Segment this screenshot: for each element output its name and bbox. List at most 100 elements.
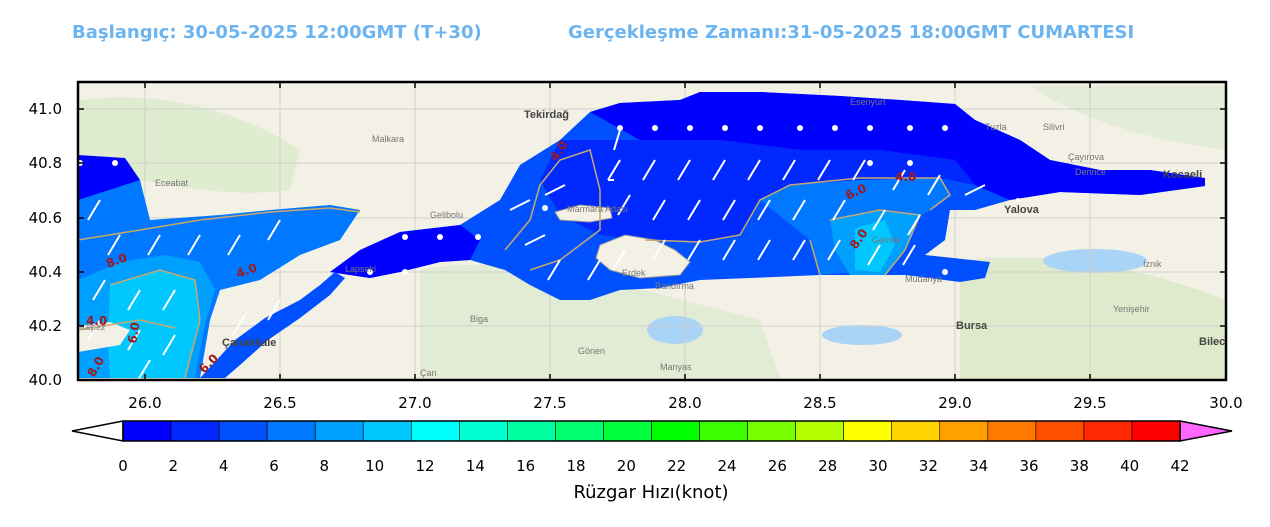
- colorbar-tick-label: 14: [466, 457, 485, 475]
- city-label-bursa: Bursa: [956, 320, 988, 332]
- x-tick-label: 26.5: [263, 394, 296, 412]
- x-tick-label: 26.0: [128, 394, 161, 412]
- y-tick-label: 40.8: [29, 154, 62, 172]
- x-tick-label: 28.5: [803, 394, 836, 412]
- contour-lines: [78, 149, 951, 379]
- y-axis-labels: 41.0 40.8 40.6 40.4 40.2 40.0: [29, 100, 62, 389]
- peninsula-kapidag: [595, 234, 691, 279]
- city-label-iznik: İznik: [1143, 259, 1162, 269]
- city-label-esenyurt: Esenyurt: [850, 97, 886, 107]
- city-label-bilecik: Bilecik: [1199, 336, 1235, 348]
- colorbar-tick-label: 10: [365, 457, 384, 475]
- dardanelles-strait: [200, 272, 345, 378]
- y-tick-label: 40.6: [29, 209, 62, 227]
- colorbar-cell: [987, 420, 1037, 442]
- forecast-valid-time: Gerçekleşme Zamanı:31-05-2025 18:00GMT C…: [568, 22, 1135, 43]
- colorbar-tick-label: 38: [1070, 457, 1089, 475]
- colorbar-tick-label: 30: [868, 457, 887, 475]
- colorbar-tick-label: 26: [768, 457, 787, 475]
- colorbar-tick-label: 20: [617, 457, 636, 475]
- colorbar-cell: [1131, 420, 1181, 442]
- colorbar-cell: [459, 420, 508, 442]
- city-label-erdek: Erdek: [622, 268, 646, 278]
- colorbar-under-arrow: [71, 420, 124, 442]
- x-tick-label: 28.0: [668, 394, 701, 412]
- city-label-silivri: Silivri: [1043, 122, 1065, 132]
- colorbar-title: Rüzgar Hızı(knot): [573, 482, 728, 503]
- map-frame: [76, 80, 1228, 382]
- colorbar-tick-label: 36: [1019, 457, 1038, 475]
- city-label-canakkale: Çanakkale: [222, 337, 276, 349]
- colorbar-cell: [507, 420, 556, 442]
- y-tick-label: 41.0: [29, 100, 62, 118]
- city-label-yalova: Yalova: [1004, 204, 1040, 216]
- city-label-bandirma: Bandırma: [655, 281, 694, 291]
- colorbar-tick-label: 16: [516, 457, 535, 475]
- colorbar-cell: [1035, 420, 1085, 442]
- city-label-tekirdag: Tekirdağ: [524, 109, 569, 121]
- city-label-kocaeli: Kocaeli: [1163, 169, 1202, 181]
- sea-wind-field-2-4kt: [540, 140, 975, 242]
- colorbar-cell: [843, 420, 893, 442]
- island-marmara: [554, 204, 613, 223]
- city-label-can: Çan: [420, 368, 437, 378]
- city-label-malkara: Malkara: [372, 134, 404, 144]
- sea-wind-field-10-12kt-east: [855, 220, 895, 272]
- saros-gulf-wind-field: [78, 155, 140, 200]
- colorbar-cell: [410, 420, 460, 442]
- city-label-eceabat: Eceabat: [155, 178, 189, 188]
- colorbar-tick-label: 34: [969, 457, 988, 475]
- colorbar-cell: [266, 420, 316, 442]
- y-tick-label: 40.2: [29, 317, 62, 335]
- city-label-manyas: Manyas: [660, 362, 692, 372]
- colorbar-tick-label: 8: [320, 457, 330, 475]
- city-label-marmara: Marmara Adası: [567, 204, 628, 214]
- contour-label: 4.0: [895, 170, 916, 184]
- colorbar-tick-label: 22: [667, 457, 686, 475]
- colorbar: 0 2 4 6 8 10 12 14 16 18 20 22 24 26 28 30 32 34 36 38 40 42 …: [71, 420, 1233, 503]
- vegetation-patch: [80, 97, 300, 193]
- colorbar-cell: [699, 420, 748, 442]
- x-axis-labels: 26.0 26.5 27.0 27.5 28.0 28.5 29.0 29.5 …: [128, 394, 1242, 412]
- city-label-tuzla: Tuzla: [985, 122, 1007, 132]
- colorbar-cell: [651, 420, 700, 442]
- city-label-gelibolu: Gelibolu: [430, 210, 463, 220]
- colorbar-cell: [1083, 420, 1133, 442]
- city-label-kepez: Kepez: [80, 322, 106, 332]
- colorbar-over-arrow: [1179, 420, 1233, 442]
- colorbar-tick-label: 2: [169, 457, 179, 475]
- city-label-lapseki: Lapseki: [345, 264, 376, 274]
- aegean-wind-field-10-12kt: [108, 270, 200, 378]
- contour-label: 4.0: [234, 260, 259, 280]
- city-label-mudanya: Mudanya: [905, 274, 942, 284]
- colorbar-cell: [795, 420, 844, 442]
- lake-uluabat: [822, 325, 902, 345]
- colorbar-cell: [891, 420, 941, 442]
- colorbar-tick-label: 18: [566, 457, 585, 475]
- colorbar-cell: [555, 420, 604, 442]
- vegetation-patch: [960, 257, 1226, 380]
- colorbar-tick-label: 32: [919, 457, 938, 475]
- colorbar-tick-label: 12: [415, 457, 434, 475]
- city-label-biga: Biga: [470, 314, 488, 324]
- map-area[interactable]: 4.0 4.0 6.0 8.0 4.0 8.0 4.0 6.0 8.0 6.0 …: [77, 82, 1235, 380]
- wind-barbs: [87, 129, 986, 380]
- y-tick-label: 40.0: [29, 371, 62, 389]
- colorbar-tick-label: 0: [118, 457, 128, 475]
- colorbar-tick-label: 40: [1120, 457, 1139, 475]
- x-tick-label: 29.5: [1073, 394, 1106, 412]
- vegetation-patch: [1030, 86, 1226, 150]
- contour-label: 4.0: [86, 314, 107, 328]
- colorbar-tick-label: 6: [269, 457, 279, 475]
- city-label-gonen: Gönen: [578, 346, 605, 356]
- colorbar-cell: [603, 420, 652, 442]
- colorbar-tick-label: 42: [1170, 457, 1189, 475]
- vegetation-patch: [420, 264, 780, 378]
- map-header: Başlangıç: 30-05-2025 12:00GMT (T+30) Ge…: [0, 22, 1270, 48]
- colorbar-cell: [170, 420, 220, 442]
- contour-label: 6.0: [125, 321, 142, 344]
- axis-ticks: [78, 82, 1226, 380]
- x-tick-label: 29.0: [938, 394, 971, 412]
- colorbar-cell: [362, 420, 412, 442]
- lake-iznik: [1043, 249, 1147, 273]
